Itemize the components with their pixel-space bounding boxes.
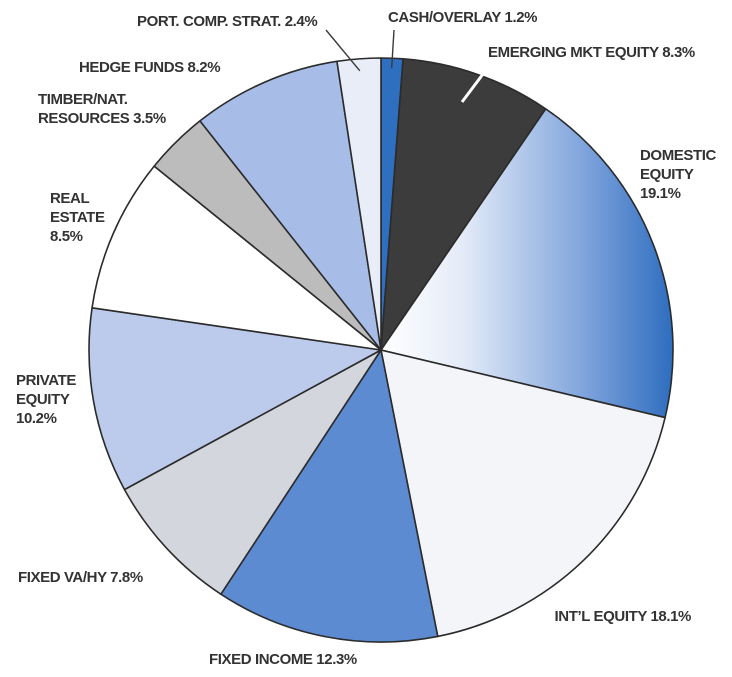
pie-slices xyxy=(88,57,674,643)
leader-line-cash-overlay xyxy=(390,29,395,69)
pie-slice-int-l-equity xyxy=(380,349,666,638)
pie-slice-private-equity xyxy=(88,306,382,491)
leader-line-emerging-mkt-equity xyxy=(460,61,494,103)
slice-label-line: TIMBER/NAT. xyxy=(38,91,128,108)
pie-slice-emerging-mkt-equity xyxy=(380,58,547,351)
pie-slice-hedge-funds xyxy=(199,60,382,351)
pie-slice-domestic-equity xyxy=(380,108,674,419)
slice-label-line: 8.5% xyxy=(50,228,83,245)
slice-label-port-comp-strat: PORT. COMP. STRAT. 2.4% xyxy=(137,13,317,30)
pie-slice-fixed-income xyxy=(220,349,439,643)
pie-labels: CASH/OVERLAY 1.2% EMERGING MKT EQUITY 8.3… xyxy=(16,9,717,668)
slice-label-timber-nat-resources: TIMBER/NAT. RESOURCES 3.5% xyxy=(38,91,166,127)
slice-label-domestic-equity: DOMESTIC EQUITY 19.1% xyxy=(640,147,717,202)
slice-label-line: DOMESTIC xyxy=(640,147,717,164)
slice-label-emerging-mkt-equity: EMERGING MKT EQUITY 8.3% xyxy=(488,44,695,61)
leader-line-port-comp-strat xyxy=(325,29,361,72)
slice-label-private-equity: PRIVATE EQUITY 10.2% xyxy=(16,372,76,427)
slice-label-int-l-equity: INT’L EQUITY 18.1% xyxy=(555,608,692,625)
slice-label-line: EQUITY xyxy=(640,166,694,183)
pie-slice-fixed-va-hy xyxy=(123,349,382,595)
slice-label-line: 10.2% xyxy=(16,410,57,427)
slice-label-cash-overlay: CASH/OVERLAY 1.2% xyxy=(388,9,537,26)
slice-label-line: EQUITY xyxy=(16,391,70,408)
slice-label-line: ESTATE xyxy=(50,209,105,226)
slice-label-line: PRIVATE xyxy=(16,372,76,389)
slice-label-hedge-funds: HEDGE FUNDS 8.2% xyxy=(79,59,220,76)
pie-slice-port-comp-strat xyxy=(336,57,382,351)
slice-label-line: RESOURCES 3.5% xyxy=(38,110,166,127)
slice-label-fixed-va-hy: FIXED VA/HY 7.8% xyxy=(18,569,143,586)
slice-label-line: 19.1% xyxy=(640,185,681,202)
slice-label-fixed-income: FIXED INCOME 12.3% xyxy=(209,651,357,668)
slice-label-real-estate: REAL ESTATE 8.5% xyxy=(50,190,105,245)
pie-slice-real-estate xyxy=(91,165,382,351)
slice-label-line: REAL xyxy=(50,190,89,207)
